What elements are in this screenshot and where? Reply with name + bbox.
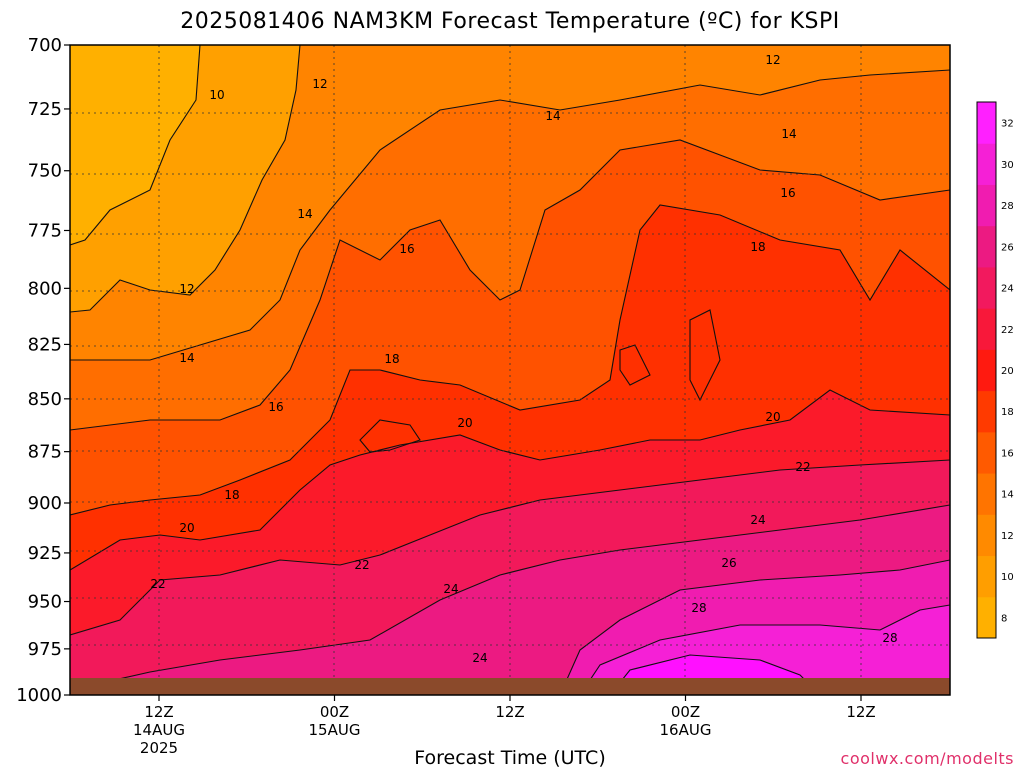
colorbar-tick-label: 16 (1001, 448, 1014, 459)
x-tick-year: 2025 (140, 739, 178, 757)
contour-label: 12 (765, 53, 780, 67)
plot-area (70, 45, 950, 695)
x-tick-date: 15AUG (309, 721, 361, 739)
contour-label: 12 (312, 77, 327, 91)
x-tick-hour: 12Z (846, 703, 875, 721)
contour-label: 20 (765, 410, 780, 424)
colorbar-tick-label: 14 (1001, 490, 1014, 501)
contour-label: 24 (750, 513, 765, 527)
x-axis-label: Forecast Time (UTC) (414, 747, 605, 768)
x-tick-hour: 12Z (495, 703, 524, 721)
x-tick-hour: 00Z (320, 703, 349, 721)
chart-title: 2025081406 NAM3KM Forecast Temperature (… (180, 9, 840, 34)
colorbar-segment (977, 184, 996, 227)
colorbar-segment (977, 102, 996, 144)
colorbar-tick-label: 10 (1001, 572, 1014, 583)
x-tick-date: 16AUG (660, 721, 712, 739)
colorbar-tick-label: 8 (1001, 613, 1007, 624)
colorbar-tick-label: 30 (1001, 160, 1014, 171)
colorbar-tick-label: 28 (1001, 201, 1014, 212)
colorbar: 8 10 12 14 16 18 20 22 24 26 28 30 32 (976, 101, 1014, 639)
colorbar-tick-label: 32 (1001, 119, 1014, 130)
y-axis: 700 725 750 775 800 825 850 875 900 925 950 975 1000 (16, 35, 70, 706)
contour-label: 22 (354, 558, 369, 572)
band-8-10 (70, 45, 200, 245)
contour-lines (70, 45, 950, 695)
colorbar-segment (977, 349, 996, 392)
y-tick-label: 750 (28, 161, 62, 182)
colorbar-frame (976, 101, 997, 639)
colorbar-segment (977, 514, 996, 557)
contour-label: 16 (268, 400, 283, 414)
contour-label: 14 (781, 127, 796, 141)
contour-label: 14 (297, 207, 312, 221)
y-tick-label: 1000 (16, 685, 62, 706)
contour-label: 28 (691, 601, 706, 615)
colorbar-segment (977, 308, 996, 350)
y-tick-label: 700 (28, 35, 62, 56)
colorbar-tick-label: 18 (1001, 407, 1014, 418)
colorbar-segment (977, 266, 996, 309)
contour-labels: 10 12 12 12 14 14 14 14 16 16 16 18 18 18 20 20 20 22 22 22… (150, 53, 897, 665)
x-tick-hour: 12Z (144, 703, 173, 721)
x-tick-date: 14AUG (133, 721, 185, 739)
contour-label: 24 (472, 651, 487, 665)
y-tick-label: 925 (28, 543, 62, 564)
colorbar-tick-label: 26 (1001, 242, 1014, 253)
contour-label: 18 (750, 240, 765, 254)
contour-label: 24 (443, 582, 458, 596)
colorbar-segment (977, 143, 996, 185)
x-tick-hour: 00Z (671, 703, 700, 721)
colorbar-segment (977, 225, 996, 268)
colorbar-tick-label: 24 (1001, 284, 1014, 295)
colorbar-segment (977, 473, 996, 515)
y-tick-label: 900 (28, 493, 62, 514)
contour-label: 20 (457, 416, 472, 430)
colorbar-segment (977, 596, 996, 639)
y-tick-label: 775 (28, 220, 62, 241)
contour-label: 12 (179, 282, 194, 296)
colorbar-segment (977, 390, 996, 433)
contour-label: 14 (179, 351, 194, 365)
contour-label: 28 (882, 631, 897, 645)
colorbar-tick-label: 20 (1001, 366, 1014, 377)
contour-label: 20 (179, 521, 194, 535)
y-tick-label: 800 (28, 278, 62, 299)
y-tick-label: 875 (28, 442, 62, 463)
y-tick-label: 725 (28, 99, 62, 120)
y-tick-label: 850 (28, 389, 62, 410)
contour-label: 16 (780, 186, 795, 200)
credit-text: coolwx.com/modelts (841, 749, 1014, 768)
contour-label: 10 (209, 88, 224, 102)
y-tick-label: 825 (28, 334, 62, 355)
contour-label: 26 (721, 556, 736, 570)
colorbar-segment (977, 431, 996, 474)
grid-lines (70, 45, 950, 695)
y-tick-label: 975 (28, 639, 62, 660)
colorbar-segment (977, 555, 996, 598)
colorbar-tick-label: 12 (1001, 531, 1014, 542)
contour-label: 18 (384, 352, 399, 366)
contour-label: 22 (795, 460, 810, 474)
colorbar-tick-label: 22 (1001, 325, 1014, 336)
ground-strip (70, 678, 950, 695)
contour-label: 16 (399, 242, 414, 256)
y-tick-label: 950 (28, 592, 62, 613)
contour-label: 18 (224, 488, 239, 502)
contour-label: 22 (150, 577, 165, 591)
contour-label: 14 (545, 109, 560, 123)
